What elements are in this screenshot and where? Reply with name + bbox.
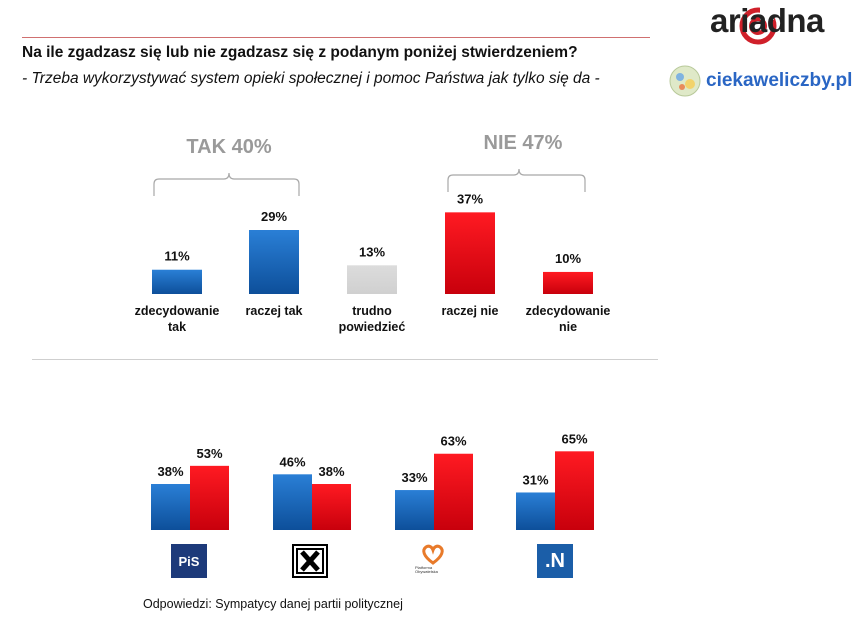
party-bar-tak	[273, 474, 312, 530]
header-rule	[22, 37, 650, 38]
answer-value-label: 29%	[261, 209, 287, 224]
party-value-label: 63%	[440, 434, 466, 449]
answer-category-label: trudno powiedzieć	[339, 304, 406, 334]
answer-category-label: raczej tak	[246, 304, 303, 318]
group-title-tak: TAK 40%	[186, 136, 271, 158]
answer-bar	[445, 212, 495, 294]
nowoczesna-logo-icon: .N	[537, 544, 573, 578]
answers-bar-chart: 11% zdecydowanie tak 29% raczej tak 13% trudno…	[135, 191, 611, 334]
party-bar-tak	[395, 490, 434, 530]
footnote: Odpowiedzi: Sympatycy danej partii polit…	[143, 597, 403, 611]
party-bar-nie	[190, 465, 229, 530]
globe-icon	[669, 65, 701, 97]
po-heart-icon	[422, 544, 444, 565]
answer-category-label: raczej nie	[442, 304, 499, 318]
pis-logo-icon: PiS	[171, 544, 207, 578]
party-value-label: 65%	[561, 431, 587, 446]
answer-value-label: 10%	[555, 251, 581, 266]
group-title-nie: NIE 47%	[484, 132, 563, 154]
section-divider	[32, 359, 658, 360]
party-bar-tak	[151, 484, 190, 530]
question-title: Na ile zgadzasz się lub nie zgadzasz się…	[22, 44, 578, 61]
group-bracket-nie	[447, 168, 586, 192]
kukiz-logo-icon	[292, 544, 328, 578]
party-bar-nie	[434, 453, 473, 530]
party-bar-nie	[555, 451, 594, 530]
answer-category-label: zdecydowanie nie	[526, 304, 611, 334]
answer-value-label: 11%	[164, 249, 190, 264]
party-value-label: 53%	[196, 446, 222, 461]
party-bar-nie	[312, 484, 351, 530]
answer-bar	[249, 230, 299, 294]
group-bracket-tak	[153, 172, 300, 196]
statement-text: - Trzeba wykorzystywać system opieki spo…	[22, 70, 600, 87]
po-label: Platforma Obywatelska	[415, 565, 438, 574]
party-value-label: 33%	[401, 470, 427, 485]
answer-bar	[347, 265, 397, 294]
n-label: .N	[545, 549, 565, 572]
answer-value-label: 13%	[359, 244, 385, 259]
party-value-label: 38%	[157, 464, 183, 479]
answer-bar	[152, 269, 202, 294]
ariadna-logo-icon	[739, 6, 777, 45]
answer-category-label: zdecydowanie tak	[135, 304, 220, 334]
po-logo-icon: Platforma Obywatelska	[415, 541, 451, 575]
kukiz-cross-icon	[296, 548, 324, 574]
party-value-label: 38%	[318, 464, 344, 479]
party-bar-chart: 38% 53% 46% 38% 33% 63% 31% 65%	[151, 431, 594, 530]
answer-bar	[543, 271, 593, 294]
pis-label: PiS	[178, 553, 200, 569]
brand-name: ariadna	[710, 2, 824, 39]
party-value-label: 46%	[279, 454, 305, 469]
site-name: ciekaweliczby.pl	[706, 70, 853, 91]
party-value-label: 31%	[522, 472, 548, 487]
party-bar-tak	[516, 492, 555, 530]
answer-value-label: 37%	[457, 191, 483, 206]
